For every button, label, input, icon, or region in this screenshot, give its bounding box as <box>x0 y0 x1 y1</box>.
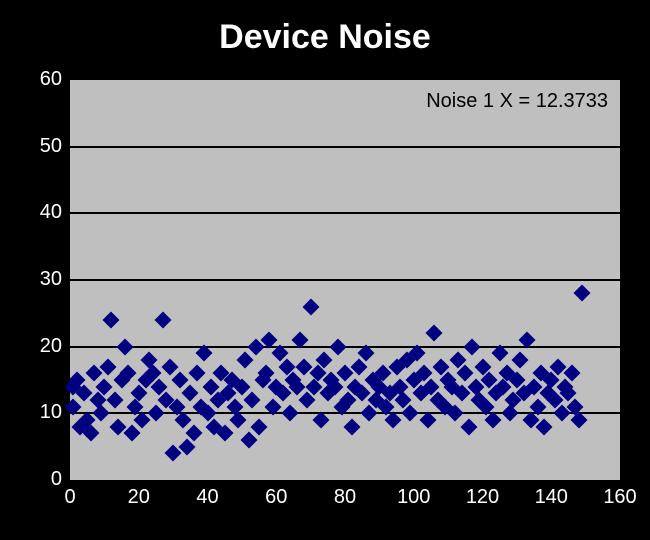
data-point <box>457 365 474 382</box>
gridline <box>70 146 620 148</box>
data-point <box>154 312 171 329</box>
data-point <box>402 405 419 422</box>
xtick-label: 80 <box>325 486 365 509</box>
data-point <box>106 392 123 409</box>
data-point <box>574 285 591 302</box>
xtick-label: 40 <box>188 486 228 509</box>
data-point <box>103 312 120 329</box>
data-point <box>302 298 319 315</box>
xtick-label: 60 <box>256 486 296 509</box>
xtick-label: 160 <box>600 486 640 509</box>
data-point <box>464 338 481 355</box>
data-point <box>460 418 477 435</box>
data-point <box>117 338 134 355</box>
ytick-label: 50 <box>12 135 62 158</box>
gridline <box>70 212 620 214</box>
data-point <box>502 405 519 422</box>
ytick-label: 20 <box>12 335 62 358</box>
data-point <box>244 392 261 409</box>
chart-container: Device Noise Noise 1 X = 12.3733 0 10 20 30… <box>0 0 650 540</box>
data-point <box>189 365 206 382</box>
ytick-label: 40 <box>12 201 62 224</box>
plot-area: Noise 1 X = 12.3733 <box>70 80 620 480</box>
data-point <box>172 372 189 389</box>
chart-title: Device Noise <box>0 18 650 57</box>
data-point <box>182 385 199 402</box>
xtick-label: 140 <box>531 486 571 509</box>
ytick-label: 60 <box>12 68 62 91</box>
data-point <box>251 418 268 435</box>
data-point <box>512 352 529 369</box>
data-point <box>330 338 347 355</box>
xtick-label: 120 <box>463 486 503 509</box>
xtick-label: 100 <box>394 486 434 509</box>
ytick-label: 10 <box>12 401 62 424</box>
annotation-text: Noise 1 X = 12.3733 <box>426 90 608 113</box>
data-point <box>161 358 178 375</box>
ytick-label: 30 <box>12 268 62 291</box>
data-point <box>426 325 443 342</box>
data-point <box>343 418 360 435</box>
data-point <box>237 352 254 369</box>
data-point <box>282 405 299 422</box>
xtick-label: 0 <box>50 486 90 509</box>
data-point <box>240 432 257 449</box>
gridline <box>70 279 620 281</box>
xtick-label: 20 <box>119 486 159 509</box>
